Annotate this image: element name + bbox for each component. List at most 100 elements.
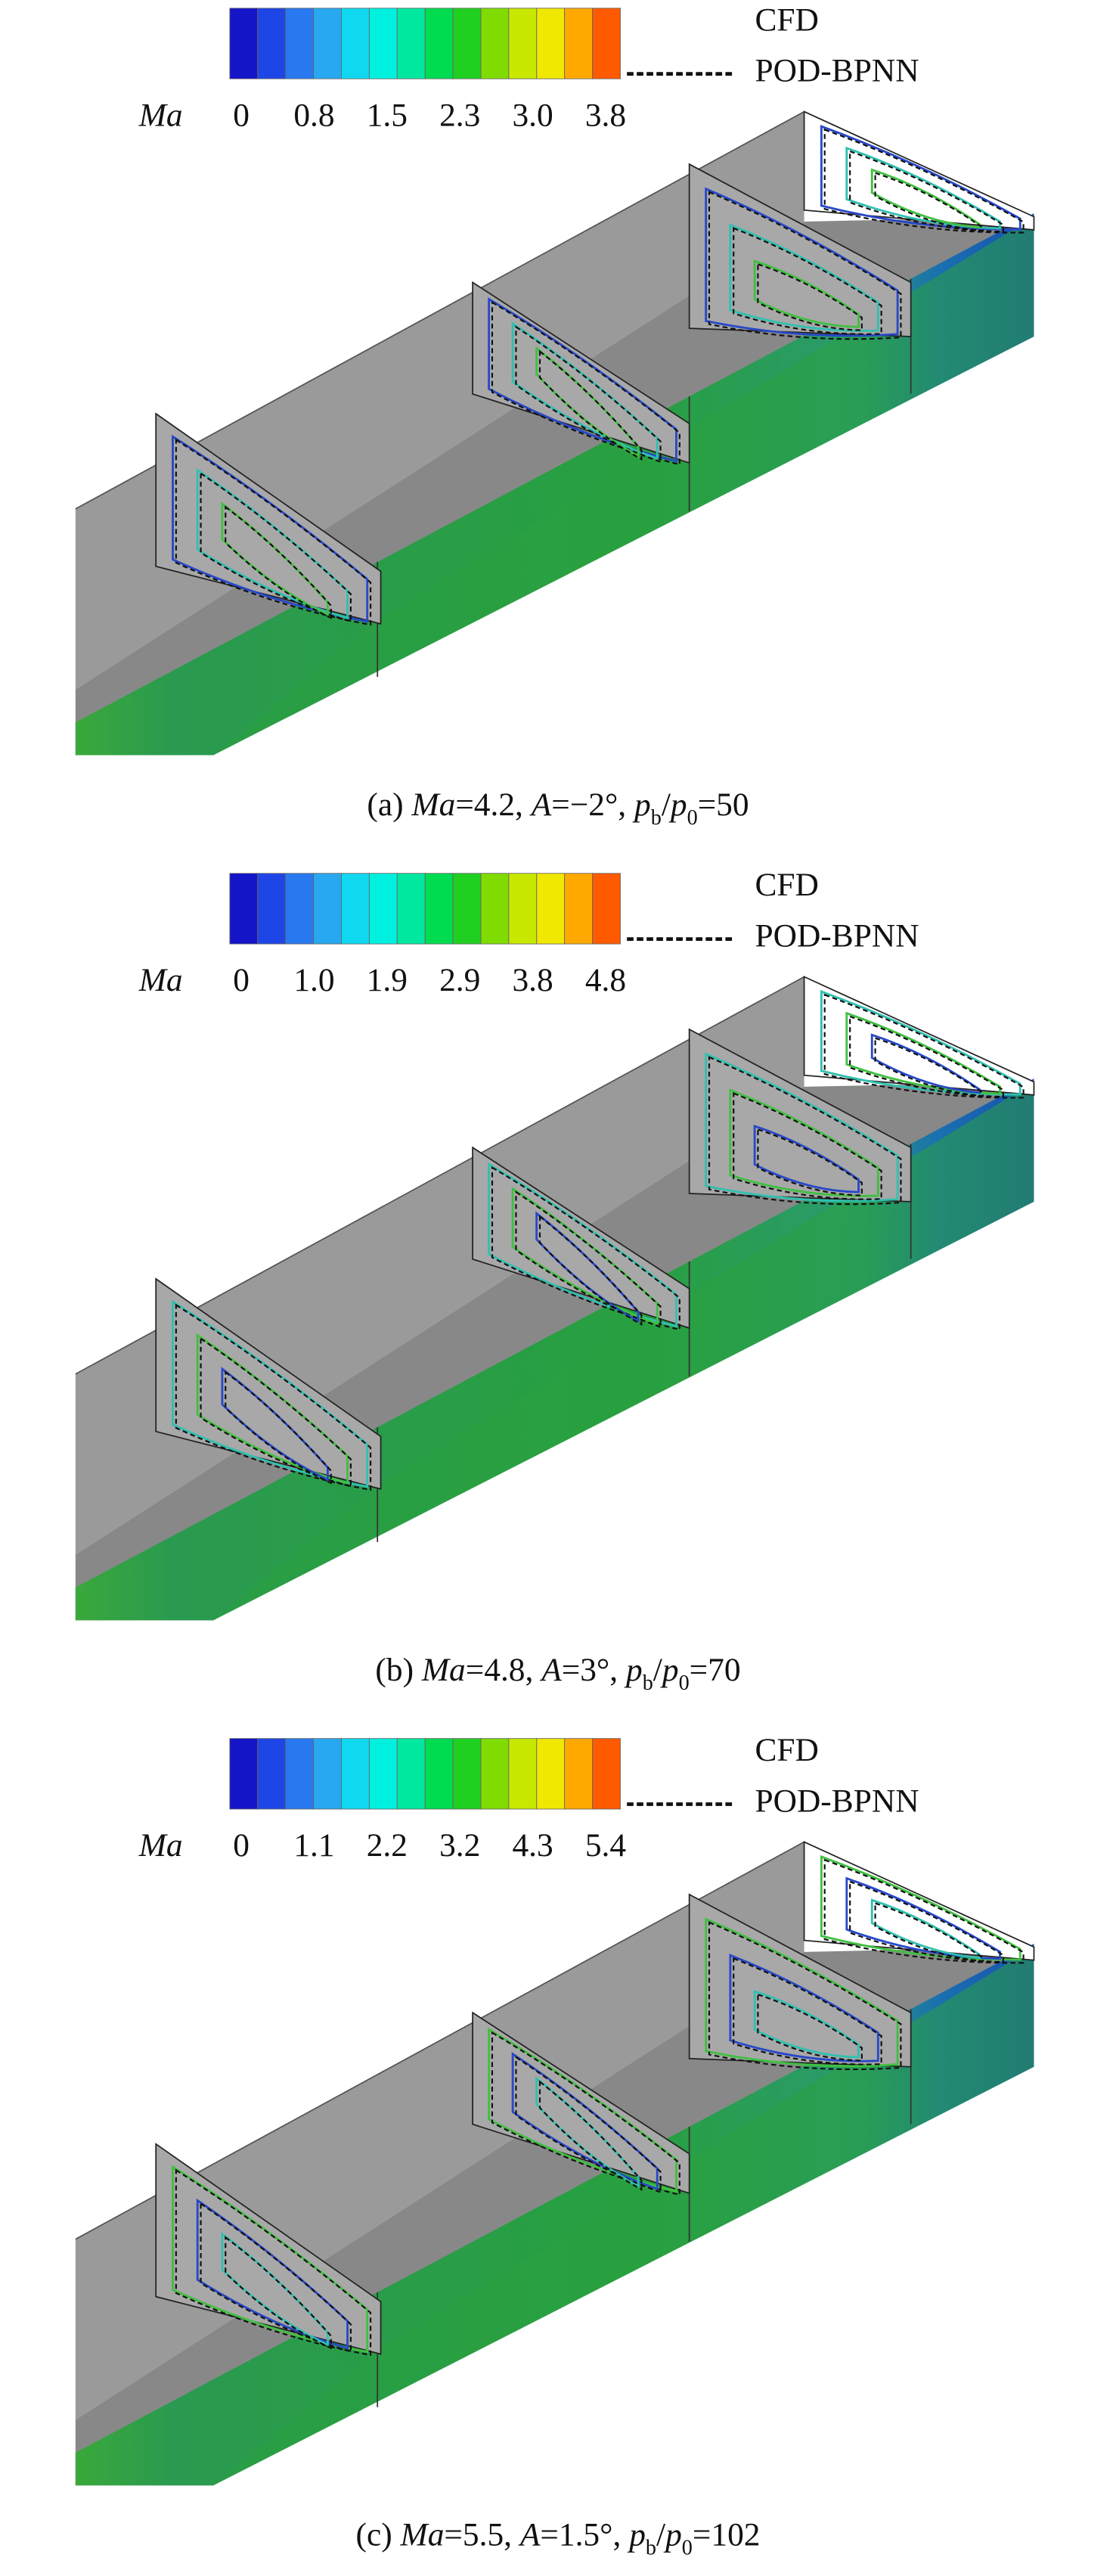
caption-run: Ma: [421, 1652, 466, 1688]
caption-run: (a): [367, 787, 411, 823]
caption-run: A: [518, 2517, 541, 2553]
cfd-contour: [172, 1299, 369, 1488]
colorbar-cell: [536, 873, 566, 945]
pod-contour: [491, 1165, 680, 1331]
colorbar-cell: [229, 1738, 259, 1810]
caption-run: =1.5°,: [540, 2517, 629, 2553]
cfd-contour: [196, 468, 349, 619]
slice-plane: [155, 2143, 382, 2355]
colorbar-cell: [536, 8, 566, 79]
pod-contour: [175, 438, 372, 626]
colorbar-cell: [592, 873, 621, 945]
pod-contour: [849, 1880, 1004, 1963]
colorbar-cell: [592, 1738, 621, 1810]
caption-run: p: [660, 1652, 679, 1688]
front-face: [75, 1079, 1034, 1621]
cfd-contour: [172, 434, 369, 623]
slice-plane: [803, 1841, 1035, 1961]
colorbar-cell: [285, 873, 315, 945]
caption-run: /: [656, 2517, 666, 2553]
colorbar-cell: [480, 873, 510, 945]
pod-contour: [538, 2080, 643, 2191]
cfd-contour: [705, 187, 899, 337]
cfd-contour: [753, 259, 860, 328]
cfd-contour: [870, 1898, 981, 1960]
legend-label: POD-BPNN: [755, 53, 919, 89]
caption-run: =−2°,: [551, 787, 634, 823]
pod-contour: [757, 1993, 863, 2062]
colorbar-cell: [480, 8, 510, 79]
slice-plane: [155, 412, 382, 625]
pod-contour: [491, 300, 680, 466]
colorbar-cell: [564, 1738, 594, 1810]
caption-run: =3°,: [562, 1652, 626, 1688]
caption-run: p: [632, 787, 651, 823]
colorbar-tick-label: 0: [233, 97, 250, 133]
pod-contour: [225, 505, 332, 619]
legend-label: CFD: [755, 867, 818, 903]
pod-contour: [515, 2056, 662, 2193]
caption-run: =70: [690, 1652, 741, 1688]
colorbar-label: Ma: [138, 1827, 183, 1864]
caption-run: =102: [693, 2517, 761, 2553]
caption-run: Ma: [411, 787, 455, 823]
pod-contour: [708, 191, 902, 340]
colorbar-cell: [452, 873, 482, 945]
pod-contour: [823, 1858, 1025, 1964]
colorbar-cell: [313, 873, 342, 945]
colorbar-cell: [341, 873, 370, 945]
front-face: [75, 213, 1034, 756]
colorbar-tick-label: 2.2: [367, 1827, 408, 1864]
pod-contour: [733, 227, 882, 335]
pod-contour: [515, 1190, 662, 1329]
pod-contour: [225, 2236, 332, 2350]
pod-contour: [733, 1092, 882, 1200]
caption-run: 0: [682, 2537, 693, 2560]
pod-contour: [757, 1128, 863, 1196]
cfd-contour: [820, 125, 1021, 231]
cfd-contour: [729, 223, 879, 332]
colorbar-cell: [424, 8, 454, 79]
front-face-top: [213, 216, 1034, 756]
cfd-contour: [820, 1854, 1021, 1961]
caption-run: b: [646, 2537, 656, 2560]
colorbar-label: Ma: [138, 97, 183, 133]
colorbar-cell: [257, 873, 287, 945]
colorbar-tick-label: 0: [233, 1827, 250, 1864]
caption-run: p: [668, 787, 687, 823]
colorbar-cell: [313, 8, 342, 79]
caption-run: /: [662, 787, 671, 823]
colorbar-cell: [508, 1738, 538, 1810]
pod-contour: [200, 471, 352, 622]
slice-plane: [155, 1277, 382, 1490]
colorbar-cell: [564, 873, 594, 945]
caption-run: p: [663, 2517, 682, 2553]
colorbar-cell: [508, 873, 538, 945]
colorbar-cell: [257, 1738, 287, 1810]
cfd-contour: [196, 2198, 349, 2350]
caption-run: A: [539, 1652, 562, 1688]
caption: (b) Ma=4.8, A=3°, pb/p0=70: [375, 1652, 740, 1695]
colorbar-tick-label: 3.8: [585, 97, 626, 133]
cfd-contour: [196, 1333, 349, 1485]
colorbar-cell: [341, 1738, 370, 1810]
pod-contour: [823, 993, 1025, 1099]
colorbar-cell: [368, 873, 398, 945]
colorbar-tick-label: 1.5: [367, 97, 408, 133]
pod-contour: [225, 1370, 332, 1485]
caption-run: b: [651, 806, 662, 830]
colorbar-tick-label: 4.3: [512, 1827, 553, 1864]
colorbar-cell: [257, 8, 287, 79]
caption-run: =4.2,: [455, 787, 531, 823]
cfd-contour: [820, 990, 1021, 1096]
colorbar-cell: [368, 1738, 398, 1810]
legend-label: CFD: [755, 2, 818, 38]
cfd-contour: [753, 1989, 860, 2059]
colorbar-cell: [285, 8, 315, 79]
slice-plane: [803, 110, 1035, 231]
caption-run: 0: [679, 1671, 690, 1695]
colorbar-label: Ma: [138, 962, 183, 998]
cfd-contour: [870, 1033, 981, 1094]
